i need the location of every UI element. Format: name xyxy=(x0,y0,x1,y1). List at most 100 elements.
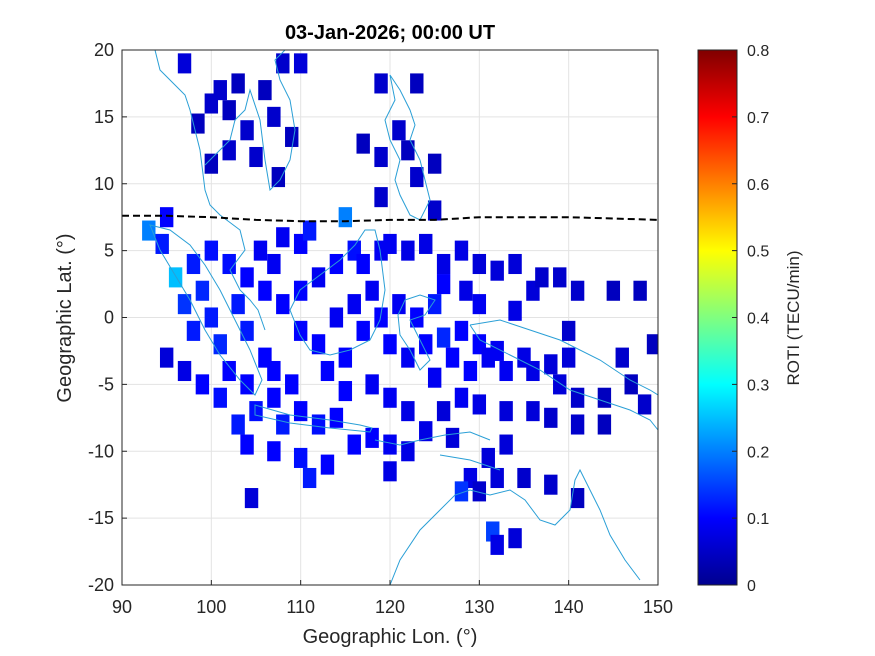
roti-cell-87 xyxy=(392,294,406,315)
roti-cell-137 xyxy=(436,253,451,275)
roti-cell-19 xyxy=(356,133,370,154)
roti-cell-83 xyxy=(356,253,370,275)
colorbar-tick-label-1: 0.1 xyxy=(747,511,769,528)
y-tick-label-7: -15 xyxy=(88,508,114,528)
roti-cell-115 xyxy=(454,387,469,408)
roti-cell-6 xyxy=(240,120,254,141)
roti-cell-60 xyxy=(419,421,433,442)
roti-cell-28 xyxy=(159,207,174,228)
roti-cell-127 xyxy=(454,481,469,502)
roti-cell-70 xyxy=(311,334,326,355)
colorbar-tick-label-3: 0.3 xyxy=(747,377,769,394)
roti-cell-55 xyxy=(347,434,361,455)
roti-cell-135 xyxy=(401,240,415,261)
magnetic-equator-line xyxy=(122,214,658,223)
roti-cell-26 xyxy=(142,220,156,241)
roti-cell-144 xyxy=(553,267,567,288)
roti-cell-4 xyxy=(222,100,236,121)
roti-cell-69 xyxy=(293,320,308,341)
roti-cell-110 xyxy=(570,414,585,435)
y-axis-ticks: 20 15 10 5 0 -5 -10 -15 -20 xyxy=(88,40,127,595)
roti-cell-158 xyxy=(436,274,451,295)
roti-cell-50 xyxy=(329,407,344,428)
roti-cell-92 xyxy=(436,327,451,348)
roti-cell-139 xyxy=(472,253,487,275)
roti-cell-82 xyxy=(276,227,290,248)
roti-cell-15 xyxy=(271,167,286,188)
coastline-australia xyxy=(389,468,641,585)
roti-cell-53 xyxy=(320,454,335,475)
roti-cell-90 xyxy=(419,334,433,355)
roti-cell-62 xyxy=(436,401,451,422)
colorbar-tick-label-8: 0.8 xyxy=(747,43,769,60)
roti-cell-133 xyxy=(177,360,192,382)
roti-cell-131 xyxy=(244,488,259,509)
y-tick-label-6: -10 xyxy=(88,441,114,461)
y-axis-label: Geographic Lat. (°) xyxy=(54,233,76,402)
roti-cell-79 xyxy=(329,253,344,275)
roti-cell-7 xyxy=(258,80,272,101)
roti-cell-149 xyxy=(459,280,473,301)
roti-cell-117 xyxy=(615,347,629,368)
roti-cell-47 xyxy=(276,414,290,435)
roti-cell-81 xyxy=(302,220,317,241)
roti-cell-154 xyxy=(365,374,379,395)
roti-cell-41 xyxy=(240,374,254,395)
roti-cell-120 xyxy=(481,447,495,468)
roti-cell-96 xyxy=(463,360,478,382)
roti-cell-0 xyxy=(177,53,192,74)
y-tick-label-8: -20 xyxy=(88,575,114,595)
roti-cell-24 xyxy=(374,187,388,208)
roti-cell-18 xyxy=(392,120,406,141)
x-tick-label-6: 150 xyxy=(643,597,673,617)
roti-cell-17 xyxy=(410,73,424,94)
colorbar xyxy=(697,49,738,586)
roti-cell-32 xyxy=(195,280,210,301)
roti-cell-105 xyxy=(570,387,585,408)
roti-cell-91 xyxy=(427,294,442,315)
roti-cell-14 xyxy=(249,146,263,168)
coastline-borneo xyxy=(289,229,386,356)
roti-cell-151 xyxy=(267,360,281,382)
roti-cell-116 xyxy=(561,320,576,341)
roti-cell-43 xyxy=(249,401,263,422)
roti-cell-104 xyxy=(561,347,576,368)
coastline-sumatra xyxy=(149,224,263,396)
roti-cell-52 xyxy=(293,447,308,468)
chart-title: 03-Jan-2026; 00:00 UT xyxy=(285,22,495,44)
roti-cell-65 xyxy=(267,253,281,275)
roti-cell-64 xyxy=(258,280,272,301)
roti-cell-31 xyxy=(186,253,201,275)
roti-cell-39 xyxy=(222,360,236,382)
roti-cell-46 xyxy=(267,387,281,408)
roti-cell-103 xyxy=(553,374,567,395)
roti-cell-73 xyxy=(338,347,353,368)
y-tick-label-0: 20 xyxy=(94,40,114,60)
roti-cell-71 xyxy=(329,307,344,328)
roti-cell-126 xyxy=(570,488,585,509)
roti-cell-85 xyxy=(374,307,388,328)
x-axis-ticks: 90 100 110 120 130 140 150 xyxy=(112,580,673,617)
roti-cell-112 xyxy=(526,401,540,422)
roti-cell-58 xyxy=(401,441,415,462)
x-axis-label: Geographic Lon. (°) xyxy=(303,626,478,648)
coastlines xyxy=(149,50,658,585)
roti-cell-114 xyxy=(472,394,487,415)
roti-cell-74 xyxy=(347,294,361,315)
roti-cell-51 xyxy=(267,441,281,462)
colorbar-tick-label-2: 0.2 xyxy=(747,444,769,461)
roti-cell-109 xyxy=(597,414,612,435)
roti-cell-130 xyxy=(490,534,504,555)
x-tick-label-3: 120 xyxy=(375,597,405,617)
roti-cell-56 xyxy=(365,427,379,448)
roti-cell-140 xyxy=(490,260,504,281)
colorbar-tick-label-7: 0.7 xyxy=(747,110,769,127)
roti-cell-161 xyxy=(195,374,210,395)
roti-cell-57 xyxy=(383,434,397,455)
y-tick-label-2: 10 xyxy=(94,174,114,194)
roti-cell-119 xyxy=(499,434,513,455)
roti-cell-8 xyxy=(276,53,290,74)
roti-cell-108 xyxy=(637,394,652,415)
roti-cell-136 xyxy=(419,233,433,254)
roti-cell-30 xyxy=(177,294,192,315)
